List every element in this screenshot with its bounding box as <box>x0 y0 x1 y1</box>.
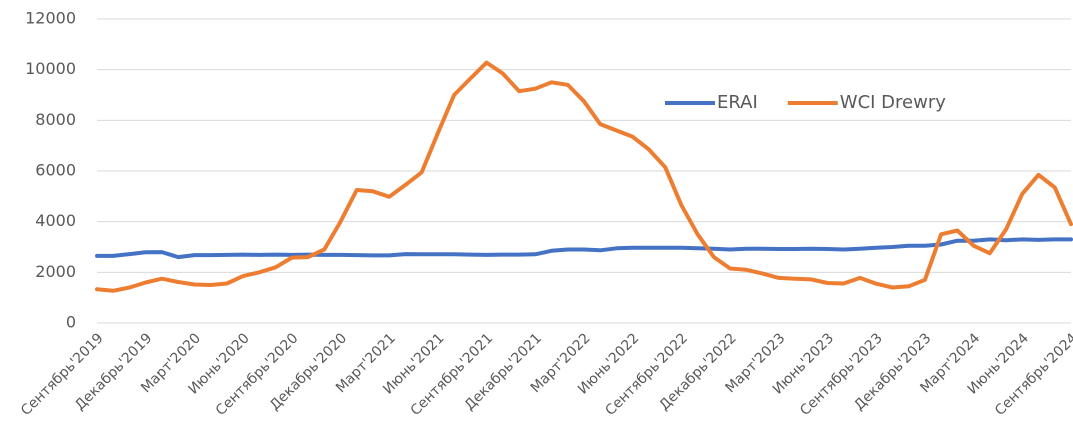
series-line <box>95 237 1073 260</box>
legend-label: WCI Drewry <box>840 92 946 113</box>
y-tick-label: 0 <box>66 313 76 332</box>
x-tick-label: Сентябрь'2019 <box>18 330 107 419</box>
y-tick-label: 2000 <box>35 262 76 281</box>
y-tick-label: 8000 <box>35 110 76 129</box>
series-line <box>95 60 1073 293</box>
y-tick-label: 10000 <box>25 59 76 78</box>
y-tick-label: 6000 <box>35 161 76 180</box>
legend-label: ERAI <box>717 92 758 113</box>
y-tick-label: 4000 <box>35 211 76 230</box>
x-tick-label: Сентябрь'2023 <box>797 330 886 419</box>
y-tick-label: 12000 <box>25 9 76 28</box>
x-tick-label: Сентябрь'2022 <box>602 330 691 419</box>
x-tick-label: Сентябрь'2024 <box>992 330 1073 419</box>
x-tick-label: Сентябрь'2021 <box>408 330 497 419</box>
x-tick-label: Сентябрь'2020 <box>213 330 302 419</box>
